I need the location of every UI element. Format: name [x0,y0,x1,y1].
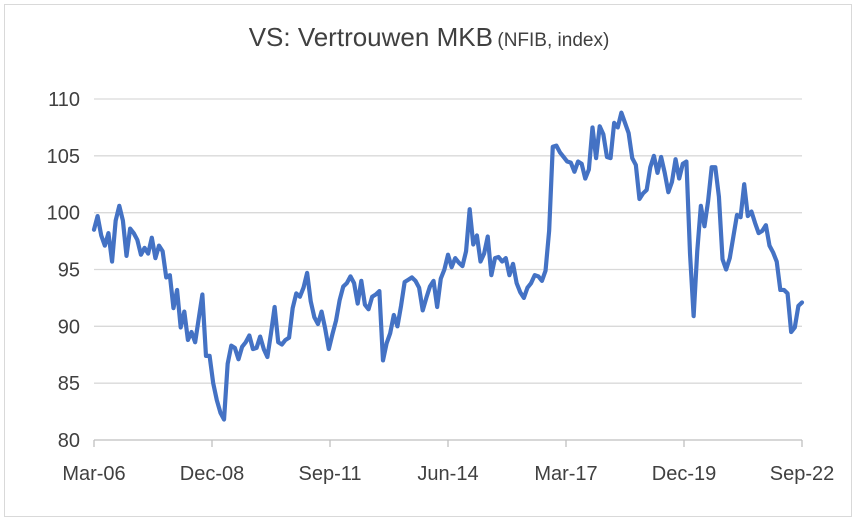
series-line-0 [91,110,805,422]
series-lines [91,110,805,422]
y-tick-label: 80 [58,430,80,452]
chart-title-main: VS: Vertrouwen MKB [248,22,493,52]
y-tick-label: 105 [47,146,80,168]
x-tick-label: Sep-11 [298,463,361,485]
y-tick-label: 110 [48,89,80,111]
x-axis: Mar-06 Dec-08 Sep-11 Jun-14 Mar-17 Dec-19 Sep-… [62,439,835,485]
x-tick-label: Dec-08 [180,463,244,485]
y-tick-label: 90 [58,316,80,338]
x-tick-label: Dec-19 [652,463,716,485]
x-tick-label: Jun-14 [417,463,478,485]
chart-subtitle: (NFIB, index) [497,30,610,51]
x-tick-label: Mar-17 [534,463,597,485]
gridlines [94,98,802,384]
y-tick-label: 95 [58,260,80,282]
y-axis-tick-labels: 80 85 90 95 100 105 110 [47,89,80,452]
chart-frame [4,4,852,517]
y-tick-label: 85 [58,373,80,395]
chart-title: VS: Vertrouwen MKB (NFIB, index) [0,22,858,53]
y-tick-label: 100 [47,203,80,225]
x-tick-label: Mar-06 [62,463,125,485]
x-tick-label: Sep-22 [770,463,835,485]
